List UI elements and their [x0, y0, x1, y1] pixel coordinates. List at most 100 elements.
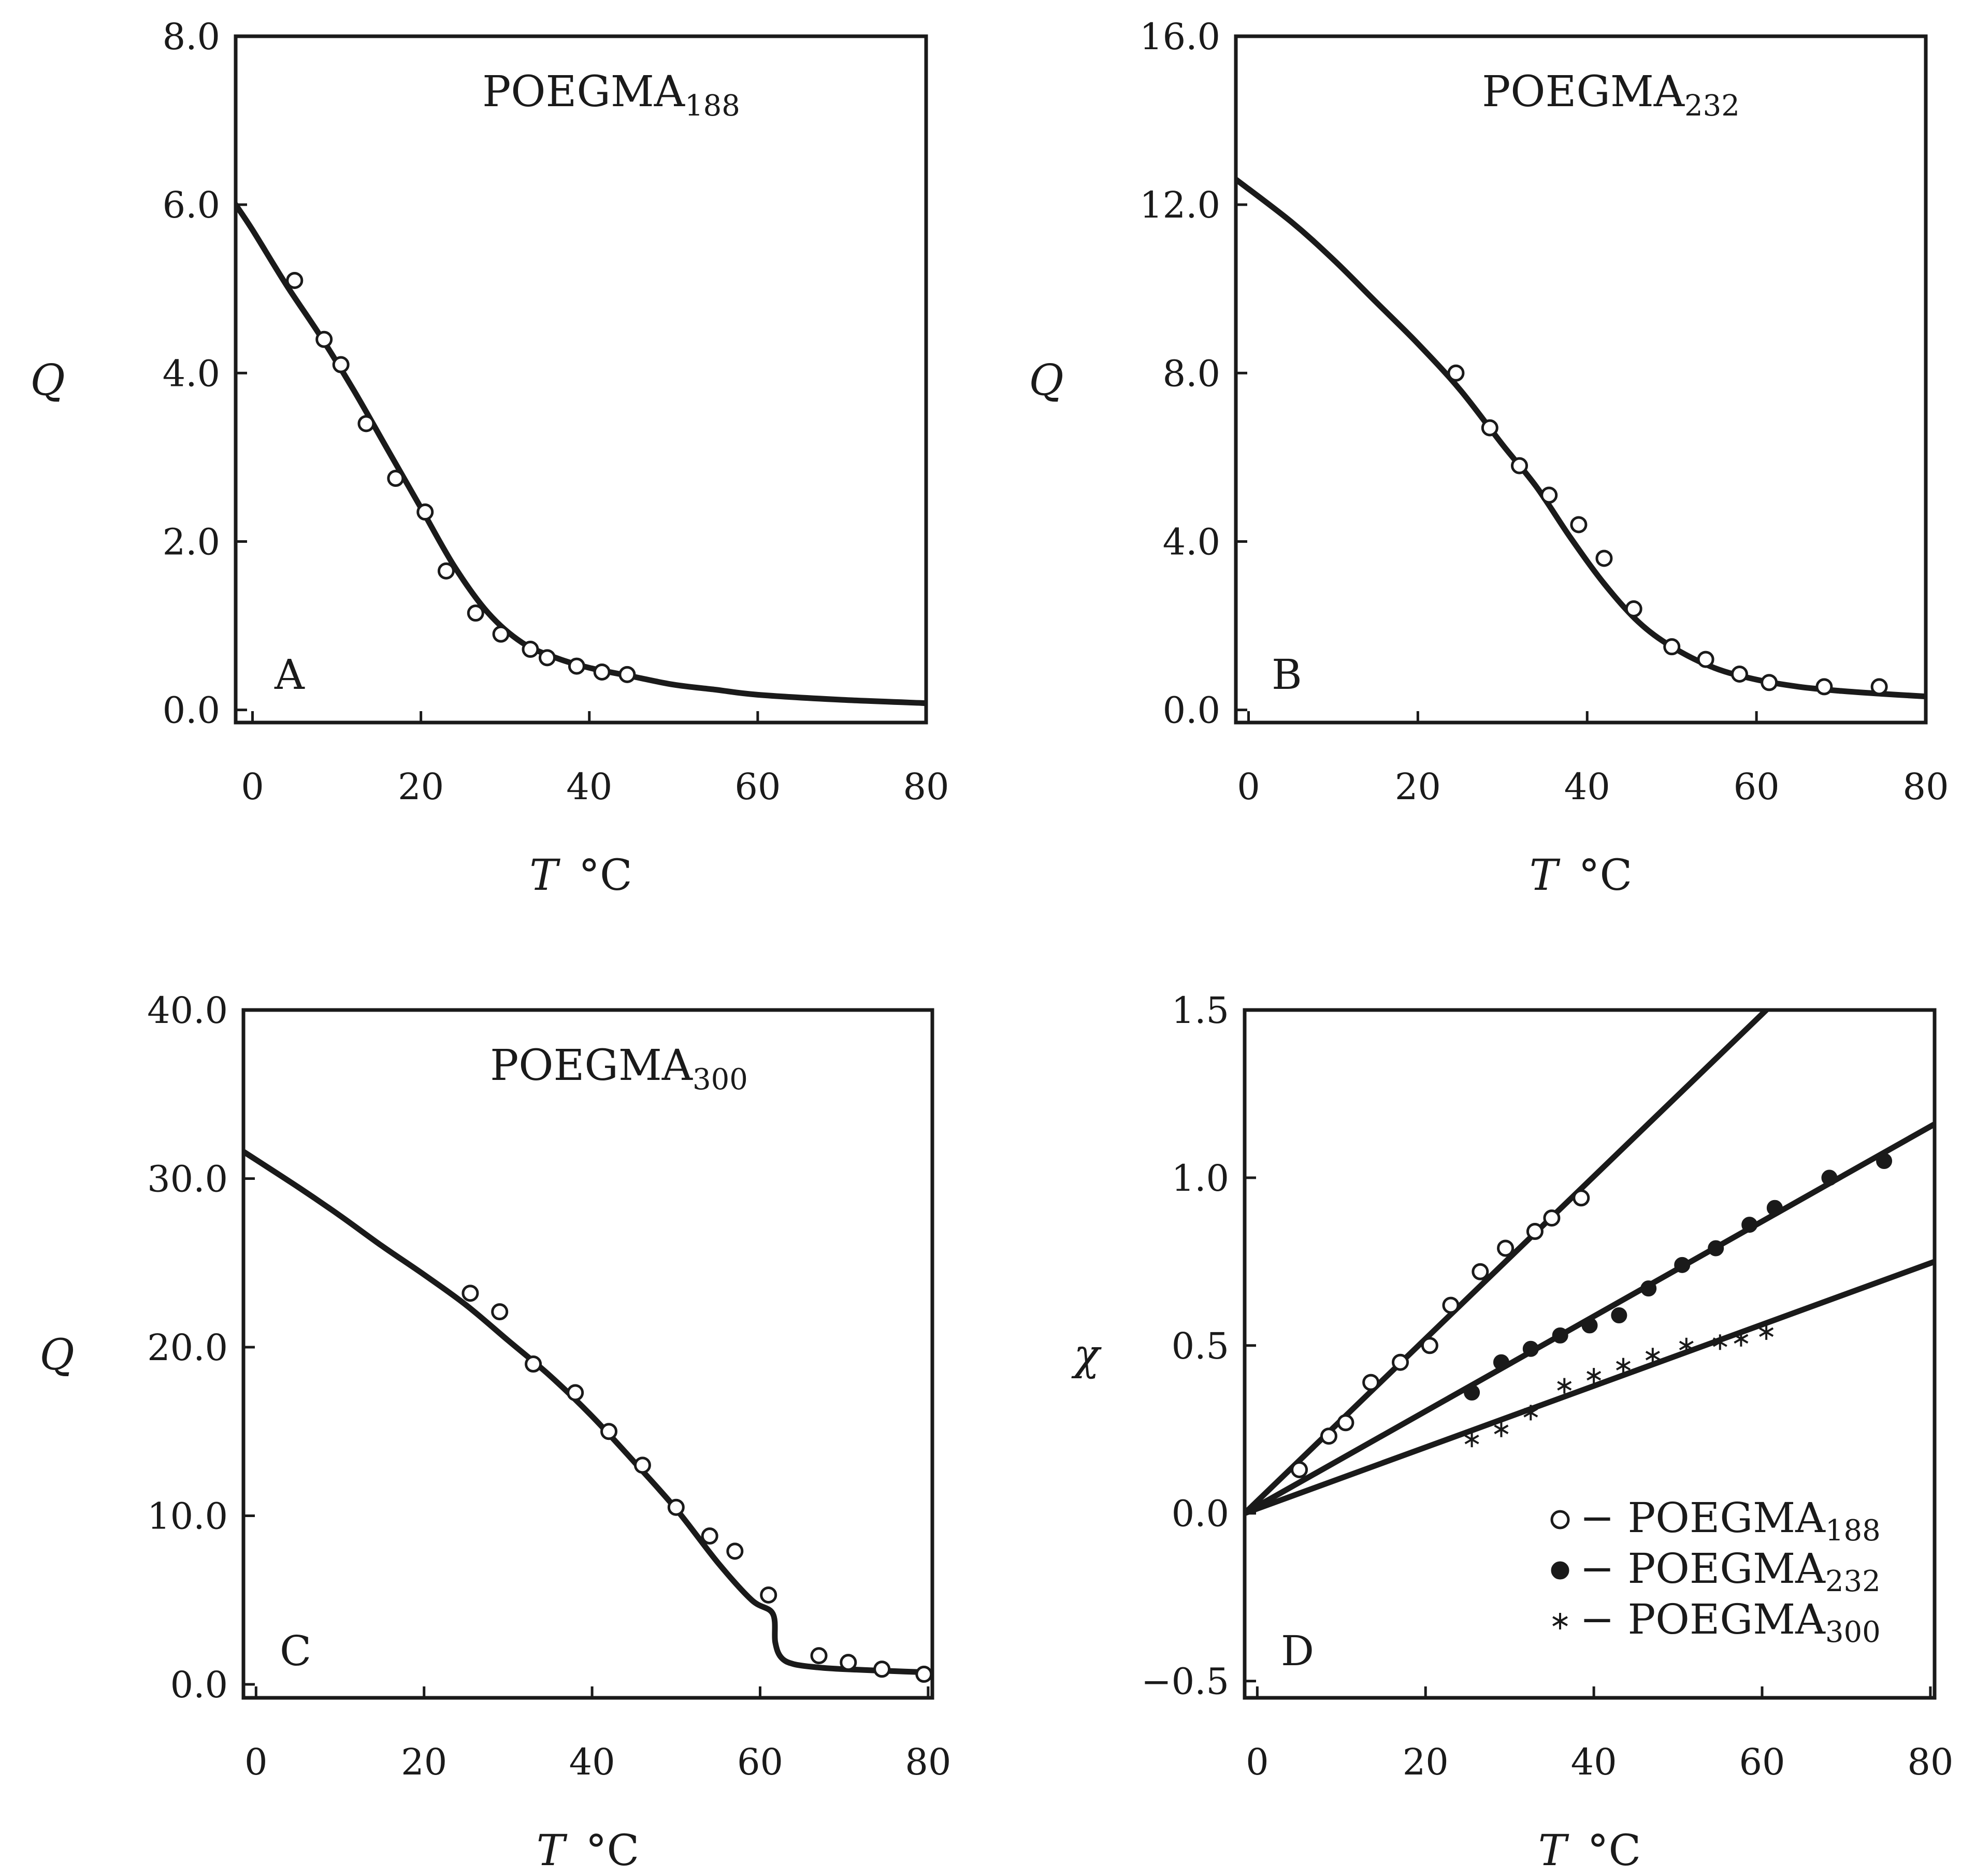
panel-d-data-point-star [1645, 1348, 1660, 1364]
panel-c-x-tick-label: 80 [905, 1741, 951, 1783]
panel-d-data-point-open [1337, 1414, 1354, 1432]
panel-d-x-tick-label: 0 [1246, 1741, 1269, 1783]
panel-b-fit-curve [1236, 176, 1926, 700]
panel-d-data-point-star [1679, 1337, 1694, 1353]
panel-c-x-tick-label: 0 [244, 1741, 268, 1783]
panel-d-data-point-open [1320, 1427, 1337, 1445]
panel-d-data-point-star [1712, 1334, 1727, 1350]
panel-b-x-tick-label: 60 [1734, 766, 1780, 808]
panel-c-x-axis-title: T °C [537, 1826, 639, 1875]
panel-b-data-point-open [1870, 678, 1888, 696]
panel-a-label: A [274, 651, 305, 699]
panel-d-x-tick-label: 60 [1739, 1741, 1785, 1783]
panel-c-data-point-open [840, 1654, 857, 1671]
panel-d-data-point-open [1442, 1296, 1460, 1314]
panel-b-data-point-open [1447, 364, 1465, 382]
panel-d-data-point-star [1464, 1432, 1479, 1448]
panel-b-x-tick-label: 80 [1902, 766, 1949, 808]
panel-c-y-tick-label: 20.0 [147, 1326, 228, 1369]
panel-d-y-tick-label: 1.0 [1172, 1157, 1229, 1200]
panel-d-y-tick-label: 0.0 [1172, 1493, 1229, 1535]
panel-c-x-tick-label: 40 [569, 1741, 615, 1783]
panel-b-data-point-open [1697, 651, 1714, 668]
legend-entry-main: − POEGMA [1580, 1545, 1826, 1593]
panel-a-plot-frame [234, 34, 928, 725]
panel-a-x-axis-variable: T [529, 851, 560, 900]
panel-d-data-point-filled [1708, 1240, 1724, 1257]
panel-a-y-tick-label: 2.0 [163, 521, 220, 563]
panel-b: 0 20 40 60 80 0.0 4.0 8.0 12.0 16.0 T °C Q POEGMA232 B [1029, 16, 1949, 900]
panel-b-data-point-open [1570, 516, 1588, 533]
panel-d-data-point-open [1543, 1209, 1561, 1227]
panel-c-data-point-open [873, 1661, 891, 1678]
panel-c-label: C [280, 1627, 311, 1675]
panel-c-x-axis-variable: T [537, 1826, 568, 1875]
panel-c-data-point-open [491, 1303, 509, 1321]
legend-marker-filled [1551, 1561, 1569, 1580]
panel-d-data-point-filled [1522, 1340, 1539, 1357]
panel-d-data-point-open [1362, 1374, 1380, 1391]
panel-b-data-point-open [1595, 550, 1613, 567]
panel-b-y-tick-label: 0.0 [1163, 689, 1220, 732]
panel-c-data-point-open [760, 1586, 777, 1604]
panel-c-data-point-open [462, 1285, 479, 1302]
panel-c-y-tick-label: 0.0 [170, 1664, 228, 1706]
panel-d-data-point-star [1587, 1368, 1602, 1384]
panel-d-data-point-star [1759, 1324, 1774, 1340]
panel-c-title: POEGMA300 [490, 1041, 748, 1096]
panel-b-data-point-open [1815, 678, 1833, 696]
panel-a-data-point-open [286, 271, 304, 289]
panel-a-data-point-open [593, 663, 611, 681]
panel-a-x-tick-label: 80 [903, 766, 949, 808]
legend-entry-main: − POEGMA [1580, 1494, 1826, 1542]
panel-a-data-point-open [492, 625, 510, 643]
panel-d-x-tick-label: 80 [1907, 1741, 1953, 1783]
panel-a-data-point-open [357, 415, 375, 432]
panel-d-y-tick-label: 1.5 [1172, 989, 1229, 1032]
panel-a-x-tick-label: 60 [734, 766, 781, 808]
legend-entry-subscript: 188 [1825, 1514, 1881, 1548]
panel-d-data-point-open [1573, 1189, 1590, 1207]
panel-b-data-point-open [1540, 486, 1558, 504]
panel-c-title-main: POEGMA [490, 1041, 694, 1090]
panel-b-title-subscript: 232 [1684, 89, 1740, 123]
panel-d-y-tick-label: 0.5 [1172, 1325, 1229, 1367]
panel-d-x-axis-title: T °C [1538, 1826, 1641, 1875]
panel-d-data-point-open [1291, 1461, 1308, 1478]
panel-d-x-tick-label: 40 [1571, 1741, 1617, 1783]
panel-d: 0 20 40 60 80−0.50.00.51.01.5T °CχD− POEGMA18… [1071, 989, 1953, 1875]
panel-d-data-point-star [1616, 1358, 1631, 1374]
panel-d-x-axis-unit: °C [1587, 1826, 1641, 1875]
panel-d-data-point-filled [1876, 1153, 1893, 1170]
panel-d-x-axis-variable: T [1538, 1826, 1569, 1875]
panel-c-data-point-open [525, 1355, 542, 1373]
panel-c-data-point-open [567, 1384, 584, 1402]
panel-b-y-tick-label: 8.0 [1163, 352, 1220, 395]
panel-d-data-point-open [1526, 1223, 1544, 1240]
panel-c: 0 20 40 60 80 0.0 10.0 20.0 30.0 40.0 T °C Q POEGMA30… [39, 989, 951, 1875]
legend-entry-subscript: 232 [1825, 1565, 1881, 1598]
panel-c-data-point-open [810, 1647, 828, 1665]
panel-a-data-point-open [538, 649, 556, 667]
panel-d-data-point-star [1557, 1378, 1572, 1394]
panel-b-data-point-open [1511, 457, 1529, 474]
panel-b-data-point-open [1731, 666, 1748, 683]
panel-a-y-tick-label: 8.0 [163, 16, 220, 58]
panel-c-data-point-open [915, 1665, 933, 1683]
panel-c-data-point-open [600, 1423, 618, 1440]
panel-c-data-point-open [633, 1456, 651, 1474]
panel-c-title-subscript: 300 [693, 1063, 748, 1096]
panel-d-data-point-filled [1552, 1327, 1568, 1344]
panel-a-data-point-open [387, 470, 405, 487]
panel-d-y-axis-title: χ [1071, 1331, 1102, 1380]
panel-c-data-point-open [667, 1498, 685, 1516]
panel-b-data-point-open [1761, 674, 1778, 691]
panel-a: 0 20 40 60 80 0.0 2.0 4.0 6.0 8.0 T °C Q POEGMA188 A [30, 16, 949, 900]
panel-a-x-axis-unit: °C [579, 851, 632, 900]
panel-d-x-tick-label: 20 [1403, 1741, 1449, 1783]
panel-d-plot-frame [1243, 1008, 1937, 1700]
panel-c-x-tick-label: 20 [401, 1741, 447, 1783]
panel-a-data-point-open [437, 562, 455, 580]
panel-d-data-point-open [1497, 1239, 1515, 1257]
